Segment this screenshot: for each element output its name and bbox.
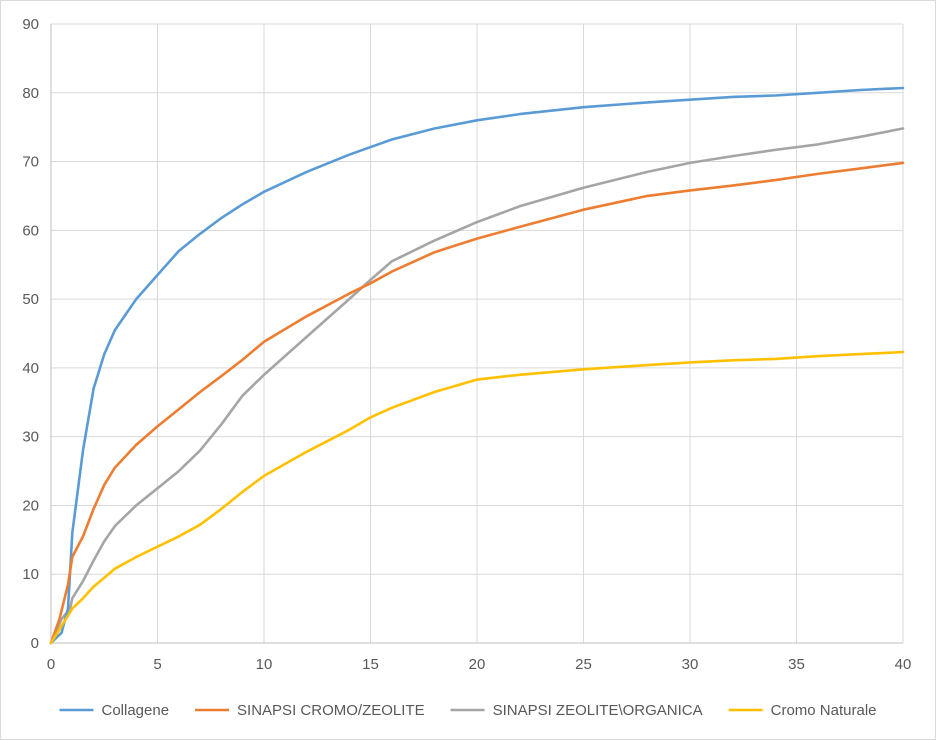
series-line-3 [49, 127, 905, 645]
legend-label: SINAPSI ZEOLITE\ORGANICA [493, 702, 703, 719]
y-tick-label: 10 [22, 566, 39, 583]
y-tick-label: 50 [22, 291, 39, 308]
x-tick-label: 30 [682, 656, 699, 673]
legend: Collagene SINAPSI CROMO/ZEOLITE SINAPSI ZE… [59, 702, 877, 719]
y-tick-label: 90 [22, 16, 39, 33]
series-lines [49, 86, 905, 645]
gridlines [51, 23, 904, 643]
legend-label: Cromo Naturale [771, 702, 877, 719]
x-tick-label: 5 [153, 656, 161, 673]
x-tick-label: 0 [47, 656, 55, 673]
x-tick-label: 10 [256, 656, 273, 673]
x-tick-label: 35 [788, 656, 805, 673]
y-tick-label: 70 [22, 154, 39, 171]
x-tick-label: 40 [895, 656, 912, 673]
axes [50, 24, 903, 644]
x-tick-label: 25 [575, 656, 592, 673]
series-line-2 [49, 161, 905, 645]
tick-labels: 0 10 20 30 40 50 60 70 80 90 0 5 10 15 20 25 30 35 40 [22, 16, 911, 673]
series-line-4 [49, 350, 905, 645]
y-tick-label: 20 [22, 497, 39, 514]
y-tick-label: 40 [22, 360, 39, 377]
legend-label: Collagene [101, 702, 169, 719]
y-tick-label: 80 [22, 85, 39, 102]
x-tick-label: 20 [469, 656, 486, 673]
y-tick-label: 60 [22, 222, 39, 239]
x-tick-label: 15 [362, 656, 379, 673]
y-tick-label: 30 [22, 429, 39, 446]
y-tick-label: 0 [31, 635, 39, 652]
legend-label: SINAPSI CROMO/ZEOLITE [237, 702, 425, 719]
series-line-1 [49, 86, 905, 645]
